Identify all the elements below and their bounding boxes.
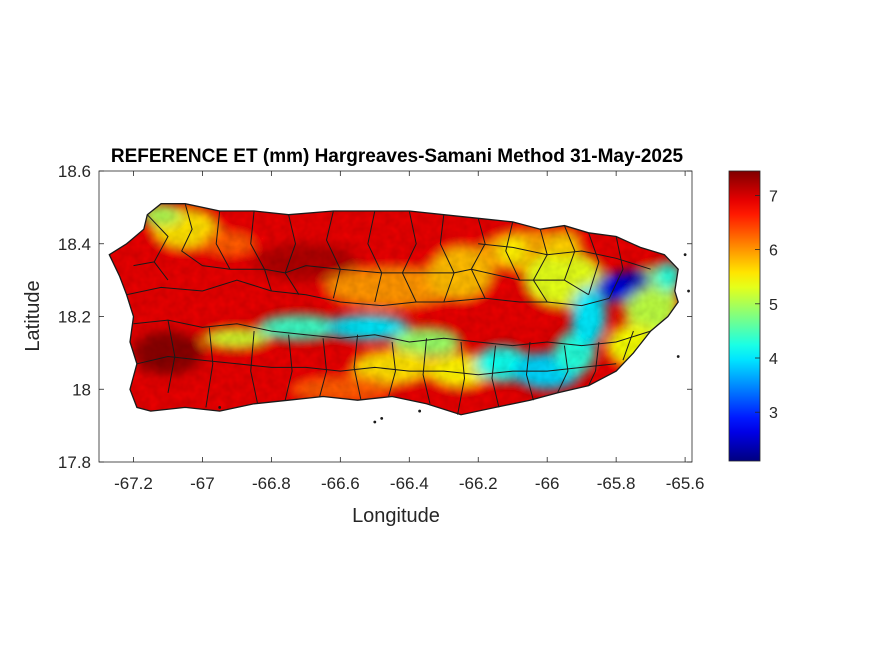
municipality-boundary: [181, 203, 203, 267]
municipality-boundary: [236, 363, 617, 376]
x-tick-label: -66: [535, 474, 560, 493]
et-blob: [133, 331, 203, 375]
municipality-boundary: [491, 345, 500, 408]
islet: [418, 409, 422, 413]
municipality-boundary: [532, 229, 548, 303]
islet: [687, 289, 690, 293]
plot-title: REFERENCE ET (mm) Hargreaves-Samani Meth…: [111, 146, 684, 167]
municipality-boundary: [284, 334, 293, 401]
y-axis: 18.6 18.4 18.2 18 17.8: [58, 162, 692, 472]
municipality-boundary: [388, 341, 397, 397]
colorbar-tick-label: 5: [769, 297, 778, 314]
et-blob: [202, 229, 258, 259]
municipality-boundary: [608, 236, 624, 299]
et-field: [109, 203, 679, 415]
municipality-boundaries: [126, 203, 651, 415]
municipality-boundary: [167, 320, 176, 393]
colorbar-tick-label: 6: [769, 243, 778, 260]
y-tick-label: 17.8: [58, 453, 91, 472]
municipality-boundary: [205, 327, 214, 408]
colorbar-gradient: [728, 170, 761, 462]
municipality-boundary: [457, 341, 466, 415]
colorbar-tick-label: 4: [769, 351, 778, 368]
x-tick-label: -65.6: [666, 474, 705, 493]
municipality-boundary: [319, 338, 328, 397]
x-tick-label: -65.8: [597, 474, 636, 493]
y-tick-label: 18.6: [58, 162, 91, 181]
municipality-boundary: [401, 210, 417, 303]
municipality-boundary: [588, 232, 600, 295]
islet: [218, 406, 222, 409]
y-tick-label: 18: [72, 380, 91, 399]
et-blob: [654, 261, 679, 292]
et-blob: [254, 243, 358, 281]
colorbar-tick-label: 7: [769, 188, 778, 205]
municipality-boundary: [557, 345, 569, 394]
x-tick-label: -66.2: [459, 474, 498, 493]
et-blob: [623, 269, 651, 292]
municipality-boundary: [353, 334, 362, 401]
islet: [373, 420, 377, 424]
municipality-boundary: [325, 210, 341, 299]
municipality-boundary: [250, 331, 259, 404]
et-blob: [350, 349, 434, 386]
islet: [683, 253, 687, 257]
x-tick-label: -67.2: [114, 474, 153, 493]
island-outline: [108, 203, 679, 416]
municipality-boundary: [505, 221, 521, 281]
municipality-boundary: [367, 210, 383, 303]
municipality-boundary: [525, 341, 534, 401]
municipality-boundary: [202, 265, 589, 296]
municipality-boundary: [146, 214, 169, 281]
et-blob: [326, 314, 410, 341]
municipality-boundary: [588, 341, 600, 386]
municipality-boundary: [563, 225, 576, 281]
et-blob: [323, 265, 462, 310]
municipality-boundary: [470, 218, 486, 299]
municipality-boundary: [478, 243, 651, 270]
x-tick-label: -66.6: [321, 474, 360, 493]
y-tick-label: 18.4: [58, 235, 91, 254]
x-axis-title: Longitude: [352, 505, 440, 527]
municipality-boundary: [250, 210, 272, 292]
municipality-boundary: [133, 261, 155, 267]
colorbar: 7 6 5 4 3: [728, 170, 778, 462]
x-tick-label: -67: [190, 474, 215, 493]
municipality-boundary: [133, 319, 651, 347]
et-blob: [257, 314, 341, 341]
x-tick-label: -66.4: [390, 474, 429, 493]
x-tick-label: -66.8: [252, 474, 291, 493]
municipality-boundary: [136, 355, 237, 365]
et-blob: [547, 229, 582, 259]
municipality-boundary: [284, 214, 300, 295]
municipality-boundary: [126, 279, 272, 296]
islet: [380, 416, 384, 420]
small-islets: [218, 253, 690, 424]
y-tick-label: 18.2: [58, 308, 91, 327]
colorbar-tick-label: 3: [769, 405, 778, 422]
et-blob: [498, 236, 527, 266]
municipality-boundary: [271, 290, 610, 307]
islet: [676, 355, 680, 358]
x-axis: -67.2 -67 -66.8 -66.6 -66.4 -66.2 -66 -65.8 -65.…: [114, 171, 704, 493]
et-blob: [426, 243, 496, 302]
y-axis-title: Latitude: [22, 280, 44, 351]
municipality-boundary: [439, 214, 455, 303]
municipality-boundary: [622, 330, 634, 361]
municipality-boundary: [215, 210, 231, 270]
et-blob: [288, 374, 393, 404]
municipality-boundary: [422, 338, 431, 404]
